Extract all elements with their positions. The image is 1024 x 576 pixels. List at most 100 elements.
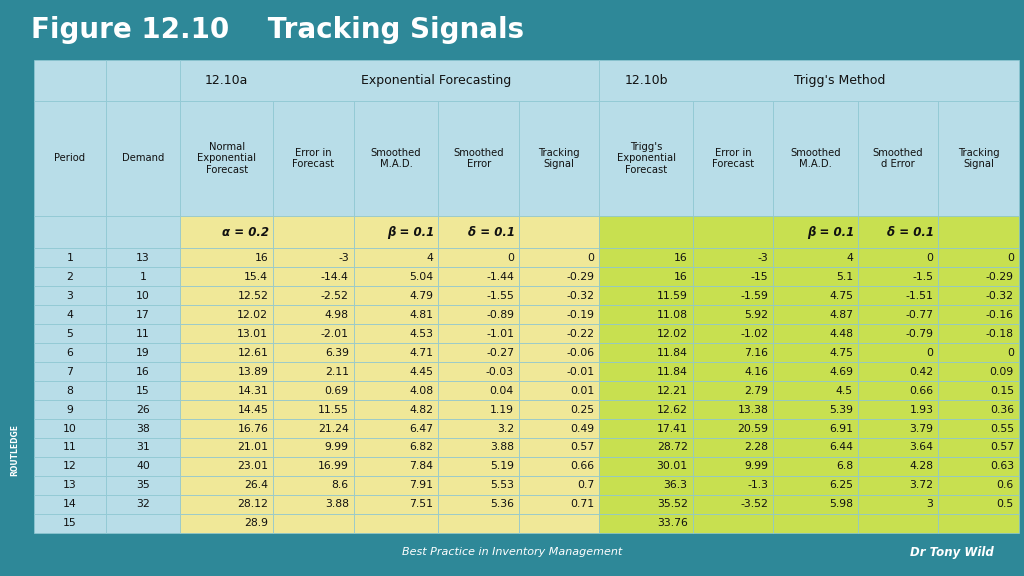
Bar: [773, 217, 858, 248]
Text: -1.44: -1.44: [486, 272, 514, 282]
Text: 26.4: 26.4: [245, 480, 268, 490]
Bar: [105, 324, 180, 343]
Text: 0.57: 0.57: [990, 442, 1014, 453]
Text: 0.69: 0.69: [325, 385, 349, 396]
Bar: [273, 101, 353, 217]
Bar: [938, 217, 1019, 248]
Text: 0.71: 0.71: [570, 499, 595, 509]
Bar: [34, 476, 105, 495]
Bar: [599, 101, 692, 217]
Bar: [692, 362, 773, 381]
Bar: [438, 400, 519, 419]
Text: 26: 26: [136, 404, 150, 415]
Text: 2: 2: [67, 272, 74, 282]
Bar: [773, 305, 858, 324]
Text: 12.61: 12.61: [238, 348, 268, 358]
Bar: [180, 514, 273, 533]
Bar: [438, 362, 519, 381]
Bar: [34, 267, 105, 286]
Bar: [273, 343, 353, 362]
Bar: [692, 457, 773, 476]
Bar: [599, 324, 692, 343]
Bar: [692, 324, 773, 343]
Text: 23.01: 23.01: [238, 461, 268, 471]
Bar: [180, 438, 273, 457]
Bar: [599, 343, 692, 362]
Bar: [773, 362, 858, 381]
Bar: [438, 217, 519, 248]
Bar: [34, 60, 105, 101]
Bar: [938, 438, 1019, 457]
Bar: [34, 324, 105, 343]
Text: 0.7: 0.7: [578, 480, 595, 490]
Text: 36.3: 36.3: [664, 480, 688, 490]
Text: -0.19: -0.19: [566, 310, 595, 320]
Bar: [353, 324, 438, 343]
Bar: [519, 381, 599, 400]
Text: 0.49: 0.49: [570, 423, 595, 434]
Bar: [773, 400, 858, 419]
Bar: [858, 217, 938, 248]
Text: 0.63: 0.63: [990, 461, 1014, 471]
Text: 4.98: 4.98: [325, 310, 349, 320]
Text: 6.8: 6.8: [836, 461, 853, 471]
Text: 4.48: 4.48: [829, 329, 853, 339]
Bar: [773, 324, 858, 343]
Bar: [273, 476, 353, 495]
Bar: [938, 514, 1019, 533]
Text: ROUTLEDGE: ROUTLEDGE: [10, 424, 18, 476]
Text: 4.69: 4.69: [829, 367, 853, 377]
Bar: [599, 286, 692, 305]
Text: 13.89: 13.89: [238, 367, 268, 377]
Bar: [858, 400, 938, 419]
Bar: [353, 343, 438, 362]
Bar: [858, 362, 938, 381]
Bar: [180, 343, 273, 362]
Bar: [519, 457, 599, 476]
Bar: [105, 248, 180, 267]
Text: 16: 16: [674, 253, 688, 263]
Text: Trigg's
Exponential
Forecast: Trigg's Exponential Forecast: [616, 142, 676, 175]
Bar: [858, 305, 938, 324]
Text: 16: 16: [136, 367, 150, 377]
Text: 4: 4: [67, 310, 74, 320]
Text: -1.59: -1.59: [740, 291, 768, 301]
Text: Tracking
Signal: Tracking Signal: [539, 147, 580, 169]
Bar: [692, 248, 773, 267]
Text: -0.16: -0.16: [986, 310, 1014, 320]
Bar: [858, 495, 938, 514]
Text: 0: 0: [507, 253, 514, 263]
Bar: [273, 381, 353, 400]
Bar: [353, 419, 438, 438]
Text: 6.25: 6.25: [829, 480, 853, 490]
Bar: [858, 267, 938, 286]
Bar: [438, 381, 519, 400]
Text: 6.47: 6.47: [410, 423, 433, 434]
Bar: [938, 381, 1019, 400]
Bar: [105, 381, 180, 400]
Bar: [519, 343, 599, 362]
Text: 11: 11: [62, 442, 77, 453]
Text: -3.52: -3.52: [740, 499, 768, 509]
Text: 6.91: 6.91: [829, 423, 853, 434]
Text: 14.31: 14.31: [238, 385, 268, 396]
Bar: [180, 217, 273, 248]
Text: -3: -3: [338, 253, 349, 263]
Text: 15: 15: [136, 385, 150, 396]
Bar: [105, 343, 180, 362]
Bar: [34, 286, 105, 305]
Text: 0.5: 0.5: [996, 499, 1014, 509]
Text: β = 0.1: β = 0.1: [807, 226, 854, 239]
Bar: [938, 400, 1019, 419]
Text: 0.55: 0.55: [990, 423, 1014, 434]
Bar: [105, 60, 180, 101]
Text: Smoothed
M.A.D.: Smoothed M.A.D.: [371, 147, 421, 169]
Text: 1: 1: [67, 253, 74, 263]
Text: -0.32: -0.32: [986, 291, 1014, 301]
Bar: [105, 101, 180, 217]
Text: 6.44: 6.44: [829, 442, 853, 453]
Text: 1: 1: [139, 272, 146, 282]
Text: 12.02: 12.02: [238, 310, 268, 320]
Text: 13: 13: [62, 480, 77, 490]
Bar: [938, 476, 1019, 495]
